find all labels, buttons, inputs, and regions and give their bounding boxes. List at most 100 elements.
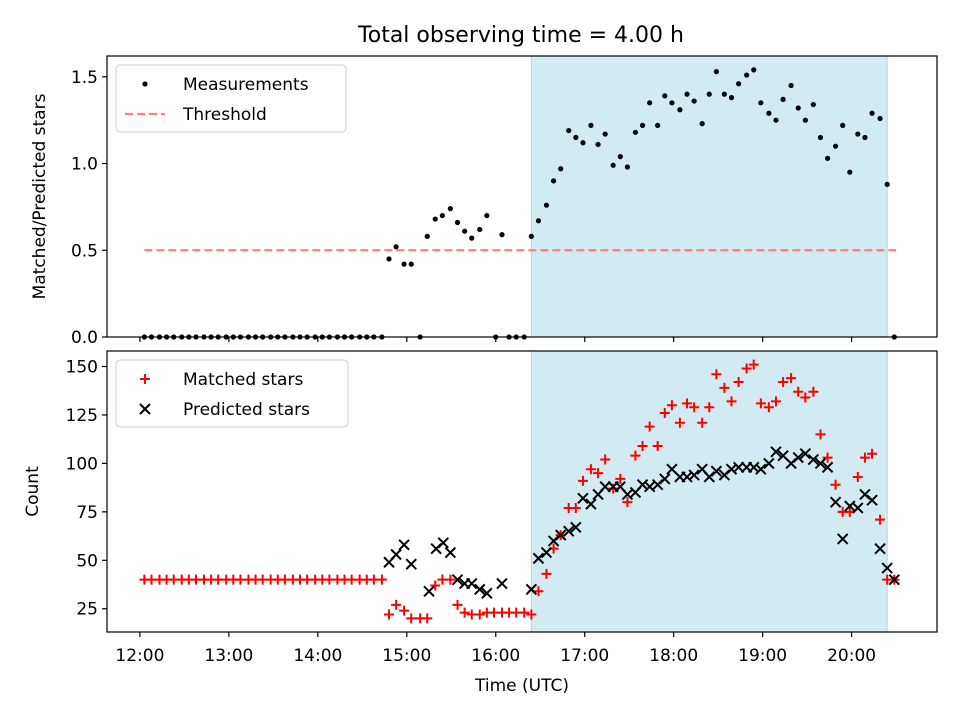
y-axis-label: Count bbox=[23, 466, 43, 517]
y-tick-label: 1.0 bbox=[71, 155, 98, 175]
data-point-x bbox=[807, 453, 820, 466]
data-point-plus bbox=[674, 417, 685, 428]
x-tick-label: 18:00 bbox=[649, 646, 698, 666]
data-point-dot bbox=[484, 212, 490, 219]
data-point-dot bbox=[802, 117, 808, 123]
data-point-plus bbox=[726, 396, 737, 407]
data-point-dot bbox=[713, 69, 719, 75]
legend-label: Predicted stars bbox=[183, 400, 310, 420]
data-point-plus bbox=[711, 369, 722, 380]
data-point-plus bbox=[570, 502, 581, 513]
data-point-plus bbox=[793, 386, 804, 397]
data-point-x bbox=[577, 492, 589, 504]
data-point-dot bbox=[566, 127, 572, 134]
data-point-plus bbox=[733, 377, 744, 388]
data-point-plus bbox=[704, 402, 715, 413]
data-point-plus bbox=[830, 479, 841, 490]
x-tick-label: 17:00 bbox=[560, 646, 609, 666]
data-point-dot bbox=[439, 212, 445, 219]
legend-label: Matched stars bbox=[183, 370, 303, 390]
data-point-x bbox=[814, 457, 827, 470]
data-point-plus bbox=[459, 607, 470, 618]
data-point-dot bbox=[462, 228, 468, 234]
data-point-plus bbox=[815, 429, 826, 440]
data-point-dot bbox=[832, 143, 839, 149]
data-point-plus bbox=[689, 402, 700, 413]
data-point-x bbox=[585, 498, 597, 510]
x-tick-label: 13:00 bbox=[204, 646, 253, 666]
data-point-dot bbox=[862, 134, 868, 141]
data-point-x bbox=[755, 463, 767, 475]
data-point-dot bbox=[543, 202, 550, 208]
data-point-dot bbox=[817, 134, 824, 141]
data-point-dot bbox=[758, 100, 764, 106]
axes-frame bbox=[106, 350, 938, 633]
data-point-plus bbox=[376, 574, 387, 585]
data-point-dot bbox=[744, 72, 750, 78]
data-point-x bbox=[474, 583, 486, 596]
data-point-plus bbox=[391, 599, 402, 610]
legend-swatch-plus bbox=[140, 374, 150, 384]
observing-window-shade bbox=[530, 55, 888, 338]
data-point-dot bbox=[573, 134, 579, 141]
data-point-x bbox=[405, 558, 417, 570]
data-point-x bbox=[423, 585, 435, 598]
data-point-x bbox=[688, 469, 700, 481]
data-point-dot bbox=[736, 81, 742, 87]
data-point-dot bbox=[393, 244, 399, 250]
data-point-dot bbox=[699, 121, 705, 127]
data-point-dot bbox=[884, 181, 890, 187]
x-tick-label: 19:00 bbox=[738, 646, 787, 666]
data-point-dot bbox=[580, 140, 586, 146]
data-point-dot bbox=[469, 235, 475, 241]
data-point-plus bbox=[577, 475, 588, 486]
data-point-plus bbox=[526, 609, 537, 620]
y-tick-label: 50 bbox=[76, 551, 98, 571]
data-point-x bbox=[748, 461, 760, 473]
legend-swatch-dot bbox=[142, 81, 148, 87]
x-tick-label: 16:00 bbox=[471, 646, 520, 666]
data-point-x bbox=[763, 457, 775, 470]
data-point-x bbox=[496, 577, 508, 590]
data-point-dot bbox=[454, 219, 461, 226]
legend-label: Measurements bbox=[183, 75, 309, 95]
data-point-dot bbox=[408, 261, 414, 267]
x-axis-label: Time (UTC) bbox=[474, 676, 569, 696]
data-point-dot bbox=[624, 164, 631, 170]
data-point-plus bbox=[659, 408, 670, 419]
data-point-dot bbox=[655, 122, 661, 128]
data-point-x bbox=[444, 546, 457, 559]
data-point-dot bbox=[751, 67, 757, 73]
y-tick-label: 0.5 bbox=[71, 241, 98, 261]
bottom-panel: 25 50 75 100 125 150 12:00 13:00 14:00 15:00 16:00… bbox=[23, 350, 938, 696]
data-point-dot bbox=[528, 233, 534, 239]
data-point-plus bbox=[741, 363, 752, 374]
data-point-plus bbox=[822, 452, 833, 463]
data-point-plus bbox=[719, 382, 730, 393]
data-point-dot bbox=[424, 233, 430, 239]
data-point-plus bbox=[585, 464, 596, 475]
data-point-plus bbox=[644, 421, 655, 432]
data-point-plus bbox=[637, 440, 648, 451]
data-point-plus bbox=[384, 609, 395, 620]
data-point-plus bbox=[875, 514, 886, 525]
data-point-plus bbox=[770, 396, 781, 407]
data-point-dot bbox=[477, 226, 483, 233]
data-point-dot bbox=[684, 91, 690, 97]
data-point-dot bbox=[766, 110, 772, 116]
data-point-x bbox=[481, 587, 493, 599]
data-point-dot bbox=[669, 100, 675, 106]
data-point-x bbox=[562, 525, 575, 537]
data-point-dot bbox=[773, 117, 779, 123]
data-point-x bbox=[792, 451, 804, 464]
x-tick-label: 15:00 bbox=[382, 646, 431, 666]
data-point-plus bbox=[533, 586, 544, 597]
axes-frame bbox=[106, 55, 938, 338]
data-point-dot bbox=[432, 216, 438, 222]
legend-label: Threshold bbox=[182, 105, 267, 125]
data-point-plus bbox=[474, 609, 485, 620]
data-point-x bbox=[540, 546, 553, 559]
data-point-plus bbox=[867, 448, 878, 459]
data-point-x bbox=[725, 463, 738, 475]
